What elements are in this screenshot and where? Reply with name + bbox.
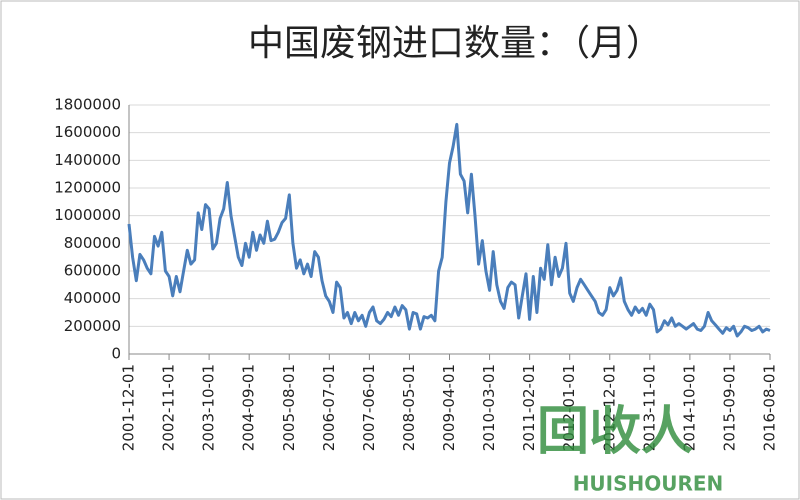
- y-tick-label: 1600000: [54, 123, 121, 141]
- watermark-subtext: HUISHOUREN: [573, 472, 724, 496]
- x-tick-label: 2012-12-01: [600, 364, 618, 451]
- y-tick-label: 1800000: [54, 96, 121, 114]
- x-tick-label: 2012-01-01: [560, 364, 578, 451]
- y-tick-label: 200000: [64, 317, 121, 335]
- watermark: 回收人: [537, 402, 693, 462]
- x-tick-label: 2016-08-01: [761, 364, 779, 451]
- x-tick-label: 2005-08-01: [280, 364, 298, 451]
- x-tick-label: 2007-06-01: [360, 364, 378, 451]
- x-tick-label: 2014-10-01: [680, 364, 698, 451]
- x-tick-label: 2013-11-01: [640, 364, 658, 451]
- data-line: [127, 122, 771, 338]
- y-tick-label: 600000: [64, 262, 121, 280]
- x-tick-label: 2009-04-01: [440, 364, 458, 451]
- chart-title: 中国废钢进口数量：（月）: [248, 23, 662, 64]
- x-tick-label: 2001-12-01: [120, 364, 138, 451]
- x-tick-label: 2015-09-01: [720, 364, 738, 451]
- y-tick-label: 400000: [64, 289, 121, 307]
- y-tick-label: 1400000: [54, 151, 121, 169]
- x-tick-label: 2011-02-01: [520, 364, 538, 451]
- x-tick-label: 2003-10-01: [200, 364, 218, 451]
- x-tick-label: 2002-11-01: [160, 364, 178, 451]
- y-tick-label: 0: [111, 345, 121, 363]
- x-tick-label: 2010-03-01: [480, 364, 498, 451]
- x-tick-label: 2006-07-01: [320, 364, 338, 451]
- y-tick-label: 800000: [64, 234, 121, 252]
- x-tick-label: 2008-05-01: [400, 364, 418, 451]
- y-tick-label: 1200000: [54, 179, 121, 197]
- y-tick-label: 1000000: [54, 206, 121, 224]
- x-tick-label: 2004-09-01: [240, 364, 258, 451]
